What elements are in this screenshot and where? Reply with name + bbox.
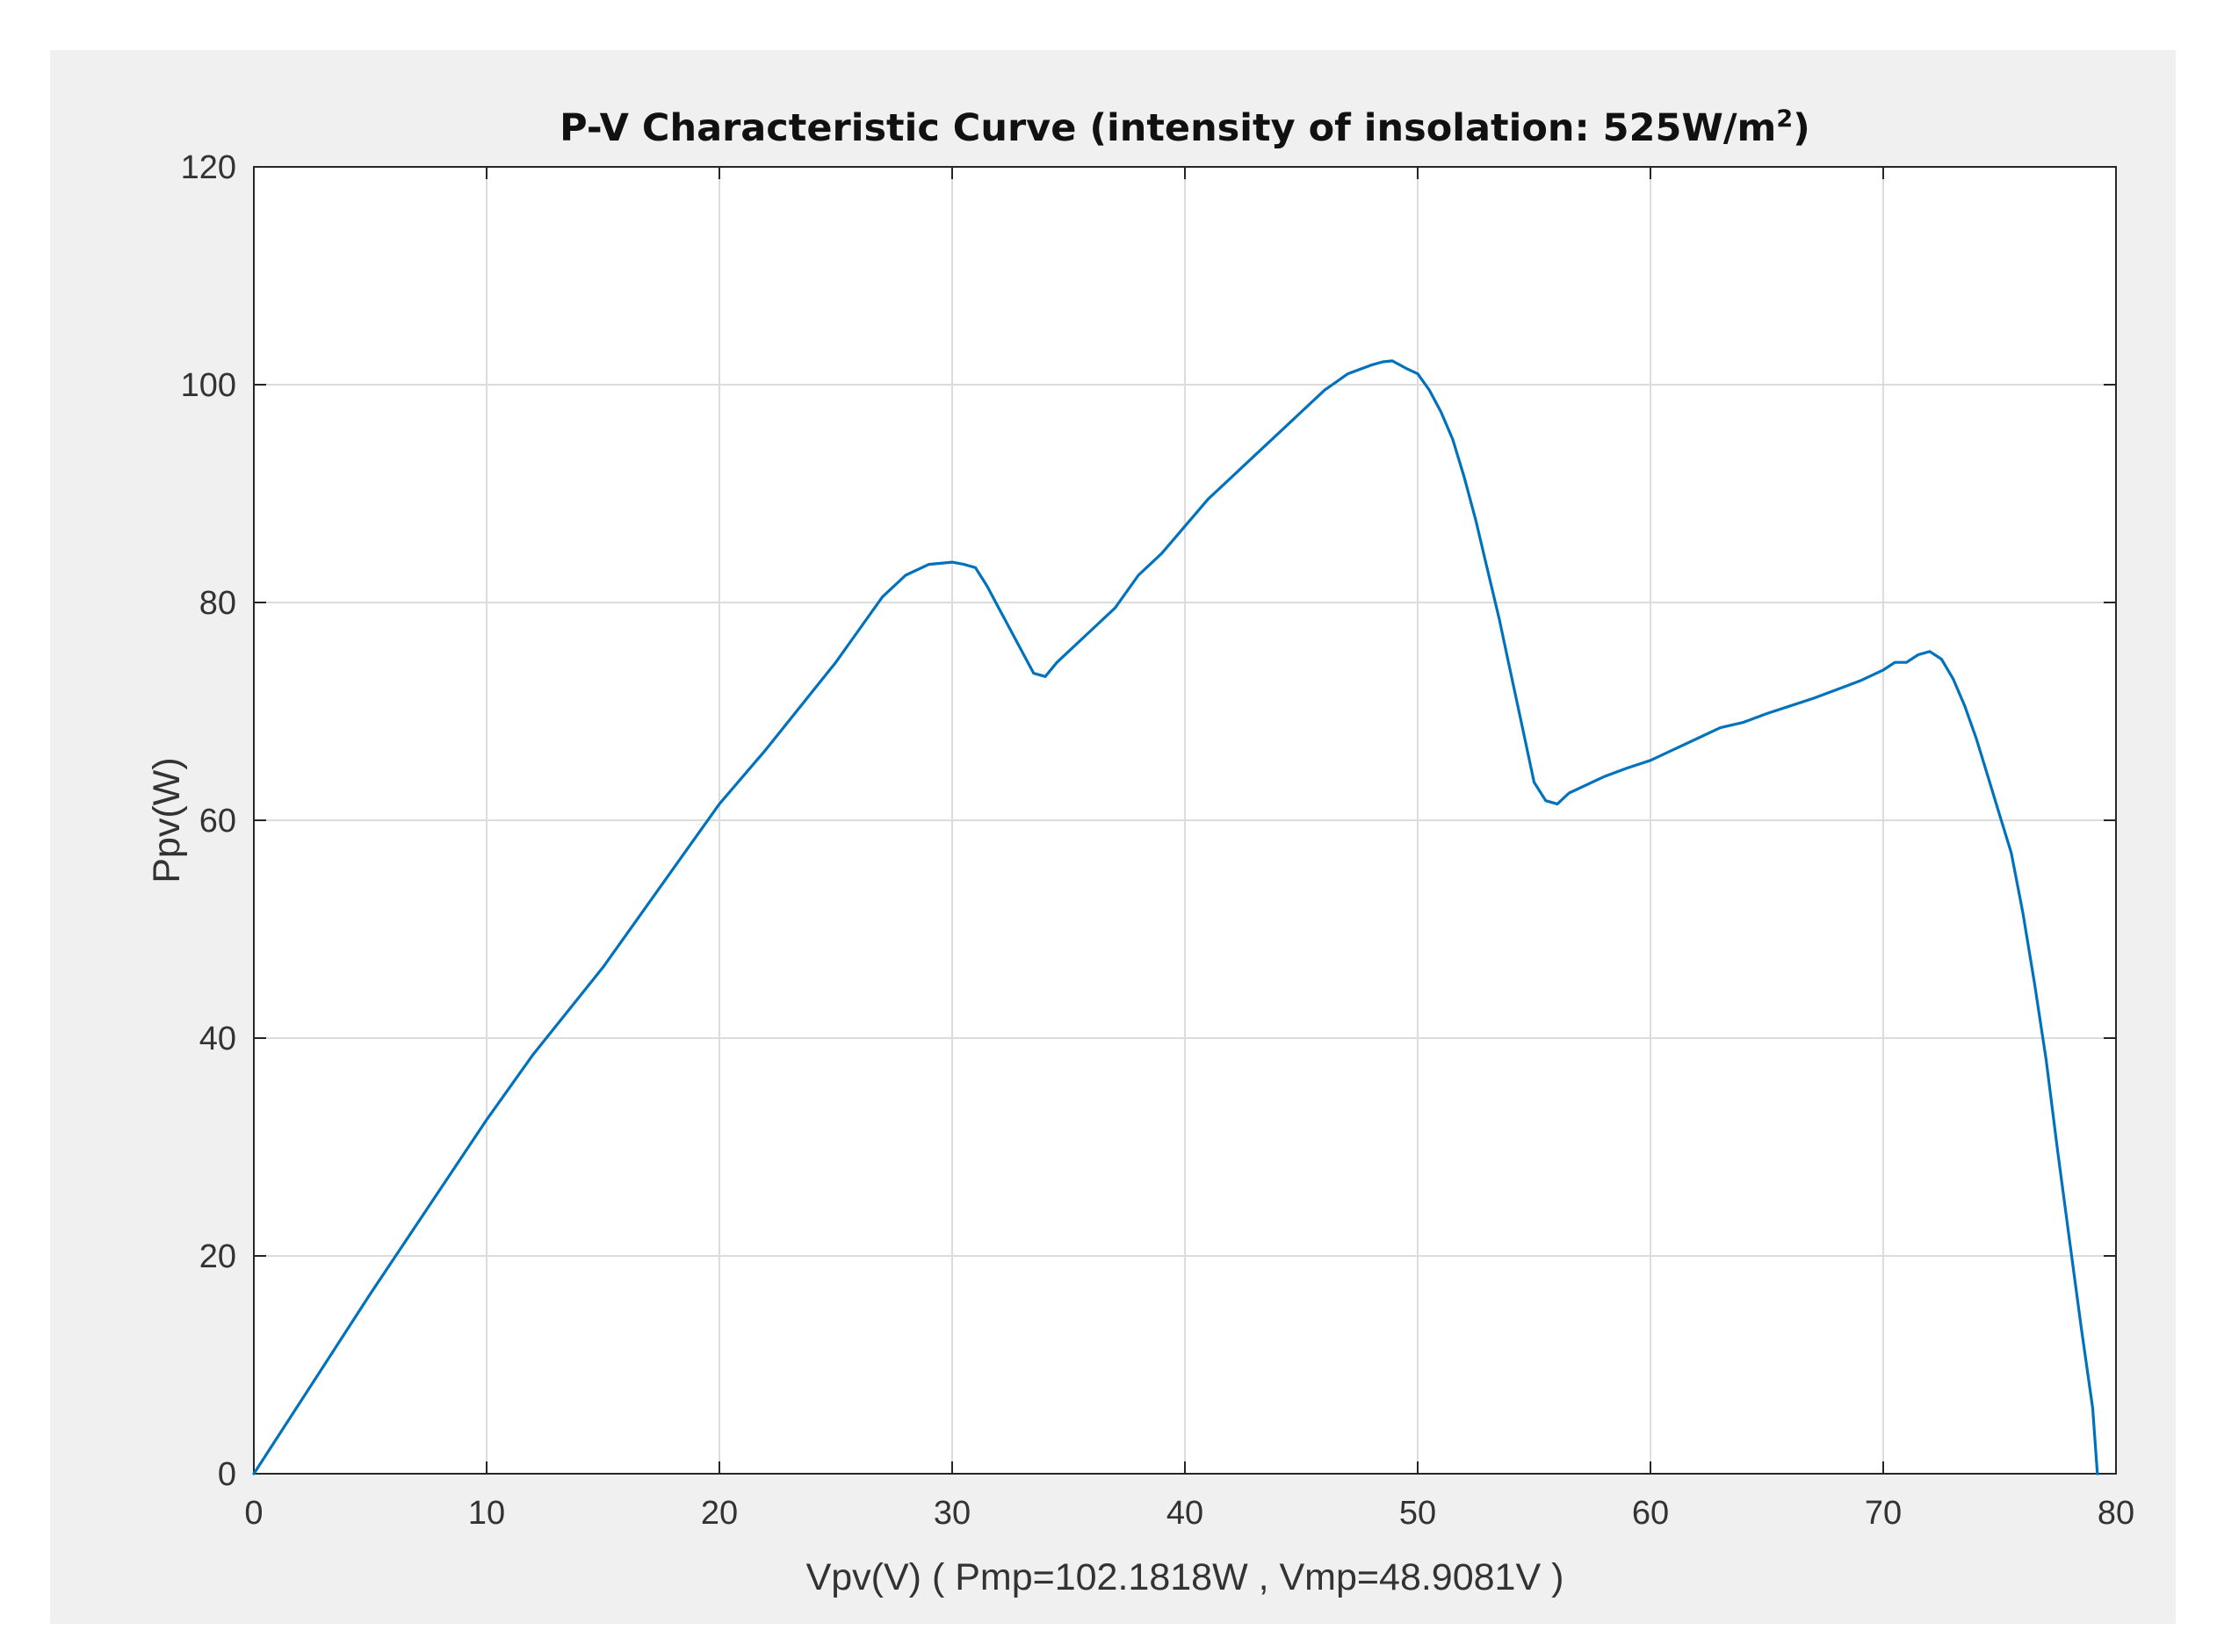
y-tick-label: 120 bbox=[181, 149, 236, 186]
x-axis-label: Vpv(V) ( Pmp=102.1818W , Vmp=48.9081V ) bbox=[806, 1556, 1564, 1598]
x-tick-label: 60 bbox=[1632, 1495, 1669, 1532]
y-tick-label: 100 bbox=[181, 367, 236, 404]
ticks bbox=[253, 166, 2117, 1475]
x-tick-label: 0 bbox=[244, 1495, 263, 1532]
y-tick-label: 0 bbox=[218, 1456, 236, 1493]
x-tick-label: 50 bbox=[1399, 1495, 1436, 1532]
x-tick-label: 80 bbox=[2098, 1495, 2134, 1532]
x-tick-label: 40 bbox=[1166, 1495, 1203, 1532]
x-tick-label: 10 bbox=[468, 1495, 505, 1532]
tick-labels: 0 10 20 30 40 50 60 70 80 0 20 40 60 80 100 120 bbox=[181, 149, 2135, 1532]
y-tick-label: 60 bbox=[199, 803, 236, 840]
y-tick-label: 20 bbox=[199, 1238, 236, 1275]
series-layer bbox=[252, 359, 2099, 1475]
x-tick-label: 30 bbox=[934, 1495, 971, 1532]
x-tick-label: 70 bbox=[1865, 1495, 1902, 1532]
chart: 0 10 20 30 40 50 60 70 80 0 20 40 60 80 100 120 P-V Cha… bbox=[146, 105, 2135, 1598]
y-tick-label: 80 bbox=[199, 585, 236, 622]
grid bbox=[254, 167, 2116, 1474]
figure-background: 0 10 20 30 40 50 60 70 80 0 20 40 60 80 100 120 P-V Cha… bbox=[50, 50, 2176, 1624]
y-tick-label: 40 bbox=[199, 1021, 236, 1057]
x-tick-label: 20 bbox=[701, 1495, 738, 1532]
series-line-ppv bbox=[252, 359, 2099, 1475]
chart-title-close: ) bbox=[1793, 106, 1810, 150]
chart-title-superscript: 2 bbox=[1776, 105, 1793, 133]
chart-title-main: P-V Characteristic Curve (intensity of i… bbox=[560, 106, 1776, 150]
chart-title: P-V Characteristic Curve (intensity of i… bbox=[560, 105, 1810, 150]
y-axis-label: Ppv(W) bbox=[146, 757, 188, 883]
